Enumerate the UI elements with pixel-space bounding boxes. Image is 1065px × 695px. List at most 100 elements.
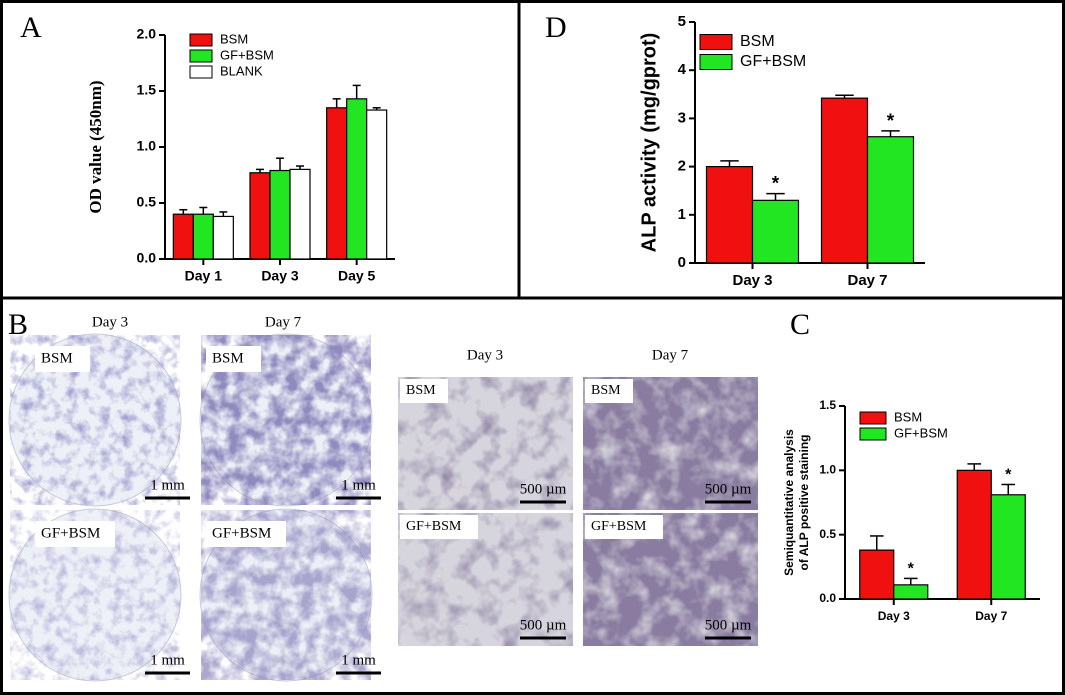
y-axis-label: Semiquantitative analysis	[782, 429, 796, 576]
significance-mark: *	[1005, 467, 1012, 484]
label-box	[35, 521, 115, 547]
bar	[326, 107, 348, 260]
legend-label: BSM	[894, 409, 922, 424]
bar	[269, 169, 291, 260]
x-tick-label: Day 1	[185, 268, 223, 284]
scale-label: 500 µm	[705, 481, 752, 497]
y-tick-label: 0.0	[819, 591, 836, 605]
bar	[866, 136, 915, 264]
label-box	[585, 379, 633, 403]
y-tick-label: 4	[678, 61, 687, 78]
x-tick-label: Day 3	[261, 268, 299, 284]
legend-swatch	[189, 33, 213, 47]
bar	[366, 109, 388, 260]
x-tick-label: Day 7	[847, 272, 887, 289]
significance-mark: *	[908, 561, 915, 578]
image-label: GF+BSM	[406, 519, 462, 534]
disc-stain	[10, 510, 180, 680]
panel-letter: C	[790, 308, 810, 341]
legend-swatch	[699, 54, 733, 70]
significance-mark: *	[887, 111, 895, 132]
image-label: BSM	[41, 350, 73, 366]
legend-label: GF+BSM	[740, 53, 806, 70]
legend-label: GF+BSM	[894, 425, 948, 440]
image-label: BSM	[591, 383, 621, 398]
legend-label: BSM	[220, 31, 248, 46]
bar	[893, 584, 929, 600]
y-tick-label: 0.0	[137, 250, 157, 266]
disc-stain	[10, 335, 180, 505]
x-tick-label: Day 7	[975, 609, 1007, 623]
legend-swatch	[859, 411, 887, 425]
legend-swatch	[189, 65, 213, 79]
disc-stain	[201, 510, 371, 680]
image-label: GF+BSM	[41, 525, 100, 541]
bar	[172, 213, 194, 260]
label-box	[400, 379, 448, 403]
y-tick-label: 1	[678, 206, 686, 223]
legend-label: GF+BSM	[220, 47, 274, 62]
legend-swatch	[699, 34, 733, 50]
bar	[990, 494, 1026, 600]
bar	[289, 168, 311, 260]
bar	[859, 549, 895, 600]
label-box	[206, 521, 286, 547]
x-tick-label: Day 3	[878, 609, 910, 623]
legend-label: BSM	[740, 33, 775, 50]
image-label: BSM	[406, 383, 436, 398]
y-tick-label: 0.5	[819, 527, 836, 541]
label-box	[35, 346, 90, 372]
image-label: BSM	[212, 350, 244, 366]
x-tick-label: Day 3	[732, 272, 772, 289]
panel-letter: D	[545, 11, 567, 44]
y-axis-label: OD value (450nm)	[86, 80, 105, 213]
scale-label: 1 mm	[341, 652, 376, 668]
scale-label: 1 mm	[150, 652, 185, 668]
bar	[192, 213, 214, 260]
label-box	[585, 515, 663, 539]
scale-label: 500 µm	[520, 481, 567, 497]
y-tick-label: 3	[678, 109, 686, 126]
disc-stain	[201, 335, 371, 505]
column-label: Day 3	[467, 347, 503, 363]
legend-swatch	[189, 49, 213, 63]
bar	[249, 172, 271, 260]
y-tick-label: 0	[678, 254, 686, 271]
panel-letter: A	[20, 11, 42, 44]
y-tick-label: 5	[678, 13, 686, 30]
bar	[956, 469, 992, 600]
column-label: Day 7	[652, 347, 689, 363]
y-axis-label: of ALP positive staining	[797, 434, 811, 570]
x-tick-label: Day 5	[338, 268, 376, 284]
y-tick-label: 1.0	[137, 138, 157, 154]
y-tick-label: 1.0	[819, 463, 836, 477]
scale-label: 1 mm	[341, 477, 376, 493]
significance-mark: *	[772, 174, 780, 195]
bar	[820, 97, 869, 264]
bar	[751, 199, 800, 264]
legend-swatch	[859, 427, 887, 441]
bar	[346, 98, 368, 260]
scale-label: 1 mm	[150, 477, 185, 493]
y-tick-label: 0.5	[137, 194, 157, 210]
image-label: GF+BSM	[591, 519, 647, 534]
scale-label: 500 µm	[705, 617, 752, 633]
column-label: Day 7	[265, 314, 302, 330]
panel-letter: B	[8, 308, 28, 341]
y-tick-label: 1.5	[137, 82, 157, 98]
image-label: GF+BSM	[212, 525, 271, 541]
label-box	[400, 515, 478, 539]
scale-label: 500 µm	[520, 617, 567, 633]
y-tick-label: 2	[678, 158, 686, 175]
image-panels: B Day 3 Day 7 BSM 1 mm BSM 1 mm GF+BSM 1 mm GF+BS…	[8, 308, 758, 682]
bar	[705, 166, 754, 264]
y-axis-label: ALP activity (mg/gprot)	[638, 33, 660, 253]
legend-label: BLANK	[220, 63, 263, 78]
y-tick-label: 2.0	[137, 26, 157, 42]
y-tick-label: 1.5	[819, 398, 836, 412]
label-box	[206, 346, 261, 372]
column-label: Day 3	[92, 314, 128, 330]
bar	[212, 215, 234, 260]
